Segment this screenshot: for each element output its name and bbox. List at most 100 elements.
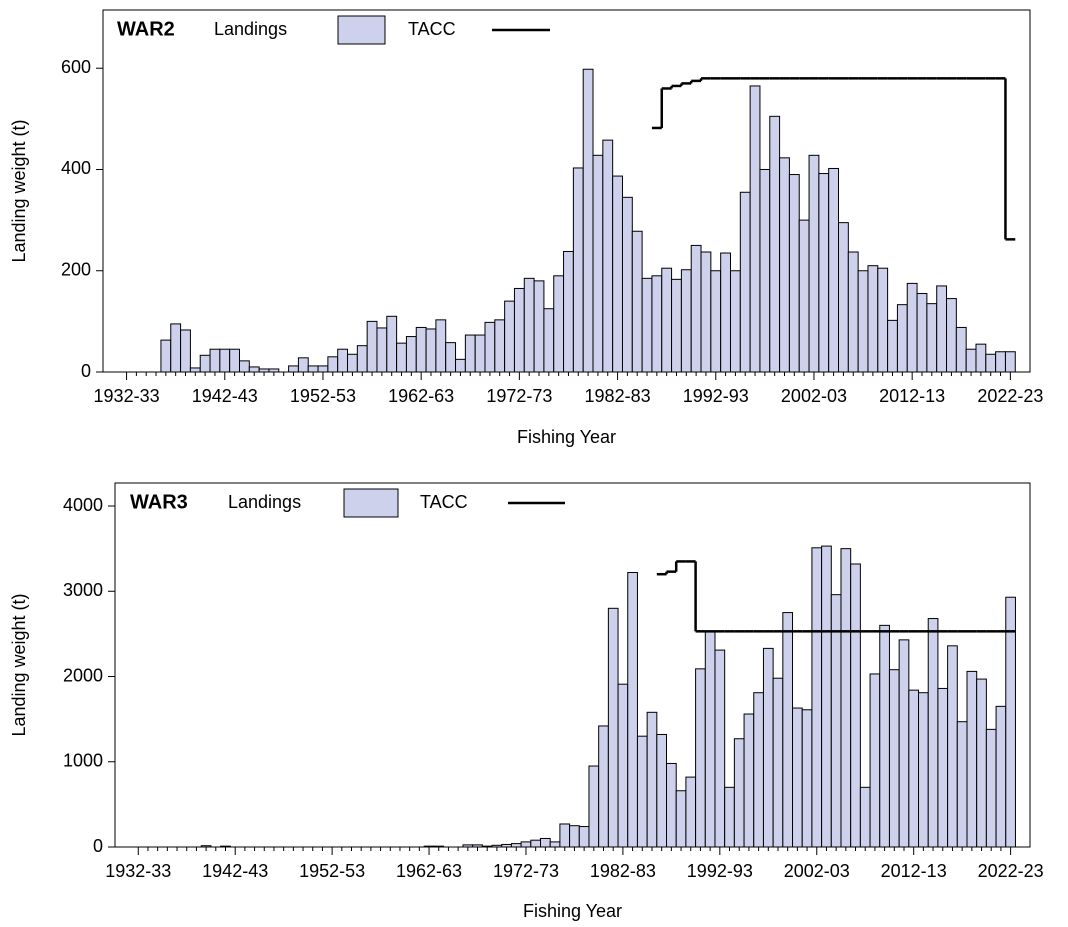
bar xyxy=(641,277,653,373)
bar xyxy=(598,725,609,848)
bar xyxy=(720,252,731,373)
legend-label: Landings xyxy=(214,19,287,39)
bar xyxy=(956,721,968,848)
bar xyxy=(724,786,735,848)
bar xyxy=(769,115,781,373)
bar xyxy=(867,265,879,373)
bar xyxy=(821,545,832,848)
x-tick-label: 1982-83 xyxy=(585,386,651,406)
bar xyxy=(510,843,522,848)
bar xyxy=(898,639,910,848)
bar xyxy=(739,191,751,373)
bar xyxy=(879,624,890,848)
bar xyxy=(749,85,761,373)
x-tick-label: 2022-23 xyxy=(977,386,1043,406)
legend-label: TACC xyxy=(408,19,456,39)
legend-label: Landings xyxy=(228,492,301,512)
bar xyxy=(189,367,201,373)
bar xyxy=(530,839,542,848)
bar xyxy=(549,841,561,848)
x-tick-label: 1982-83 xyxy=(590,861,656,881)
bar xyxy=(838,222,849,373)
bar xyxy=(710,270,722,373)
bar xyxy=(540,837,551,848)
bar xyxy=(199,354,211,373)
bar xyxy=(811,547,823,848)
bar xyxy=(801,709,813,848)
bar xyxy=(704,630,716,848)
bar xyxy=(523,277,535,373)
bar xyxy=(926,303,938,373)
bar xyxy=(337,348,349,373)
bar xyxy=(307,365,319,373)
bar xyxy=(612,175,623,373)
plot-frame xyxy=(114,482,1031,848)
bar xyxy=(937,687,949,848)
plot-frame xyxy=(102,9,1031,373)
bar xyxy=(792,707,803,848)
bar xyxy=(494,319,506,373)
bar xyxy=(850,563,861,848)
x-tick-label: 1952-53 xyxy=(290,386,356,406)
bar xyxy=(714,649,726,848)
bar xyxy=(966,670,978,848)
bar xyxy=(1004,351,1016,373)
bar xyxy=(759,168,771,373)
bar xyxy=(666,762,677,848)
y-tick-label: 0 xyxy=(93,836,103,856)
bar xyxy=(976,678,987,848)
bar xyxy=(607,607,619,848)
bar xyxy=(985,728,997,848)
bar xyxy=(455,358,466,373)
bar xyxy=(386,315,398,373)
legend-label: TACC xyxy=(420,492,468,512)
x-axis-label: Fishing Year xyxy=(523,901,622,921)
x-tick-label: 1952-53 xyxy=(299,861,365,881)
bar xyxy=(975,343,987,373)
bar xyxy=(671,278,682,373)
bar xyxy=(588,765,600,848)
bar xyxy=(553,275,565,373)
x-tick-label: 2022-23 xyxy=(978,861,1044,881)
chart-title: WAR2 xyxy=(117,18,175,40)
y-axis-label: Landing weight (t) xyxy=(9,593,29,736)
bar xyxy=(180,329,191,373)
bar xyxy=(788,174,800,373)
x-tick-label: 1932-33 xyxy=(105,861,171,881)
x-tick-label: 1992-93 xyxy=(687,861,753,881)
bar xyxy=(947,645,958,848)
bar xyxy=(955,326,967,373)
bar xyxy=(690,244,702,373)
bar xyxy=(396,342,407,373)
bar xyxy=(621,196,633,373)
bar xyxy=(559,823,571,848)
bar xyxy=(248,366,260,373)
bar xyxy=(656,733,668,848)
bar xyxy=(415,326,427,373)
bar xyxy=(700,251,712,373)
bar xyxy=(847,251,859,373)
bar xyxy=(896,304,908,373)
bar xyxy=(828,167,840,373)
bar xyxy=(464,334,476,373)
x-tick-label: 2012-13 xyxy=(881,861,947,881)
bar xyxy=(578,826,590,848)
bar xyxy=(729,270,741,373)
bar xyxy=(985,353,997,373)
bar xyxy=(685,776,697,848)
bar xyxy=(680,269,692,373)
bar xyxy=(965,348,977,373)
bar xyxy=(513,287,525,373)
bar xyxy=(927,618,939,848)
bar xyxy=(675,790,687,848)
bar xyxy=(425,328,437,373)
bar xyxy=(818,173,830,373)
x-tick-label: 1962-63 xyxy=(396,861,462,881)
x-tick-label: 1962-63 xyxy=(388,386,454,406)
bar xyxy=(617,683,629,848)
bar xyxy=(743,713,755,848)
bar xyxy=(288,365,299,373)
y-tick-label: 4000 xyxy=(63,495,103,515)
y-tick-label: 0 xyxy=(81,361,91,381)
